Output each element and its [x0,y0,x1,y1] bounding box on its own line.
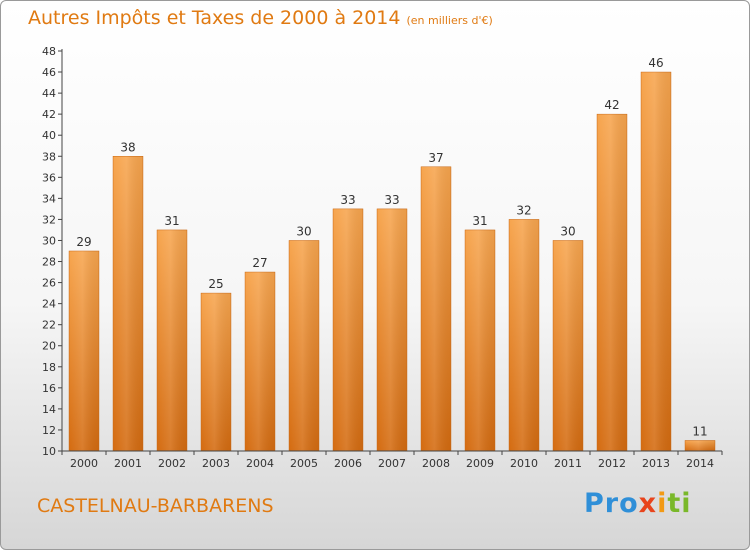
bar-value-label: 29 [76,235,91,249]
bar-value-label: 30 [560,224,575,238]
y-tick-label: 44 [42,87,56,100]
bar-shine [641,72,671,451]
x-tick-label: 2000 [70,457,98,470]
bar-shine [685,440,715,451]
bar-shine [509,219,539,451]
x-tick-label: 2011 [554,457,582,470]
y-tick-label: 14 [42,403,56,416]
bar-value-label: 25 [208,277,223,291]
y-tick-label: 12 [42,424,56,437]
y-tick-label: 26 [42,277,56,290]
y-tick-label: 40 [42,129,56,142]
x-tick-label: 2003 [202,457,230,470]
bar-shine [201,293,231,451]
bar-value-label: 31 [472,214,487,228]
y-tick-label: 32 [42,213,56,226]
bar-shine [465,229,495,451]
bar-value-label: 46 [648,56,663,70]
bar-shine [377,208,407,451]
bar-shine [553,240,583,451]
y-tick-label: 20 [42,340,56,353]
chart-title: Autres Impôts et Taxes de 2000 à 2014 (en… [28,7,493,29]
bar-value-label: 37 [428,151,443,165]
y-tick-label: 30 [42,234,56,247]
y-axis: 10 12 14 16 18 20 22 24 26 28 30 32 34 36 38 40 42 44 46 48 [42,45,63,458]
bar-value-label: 33 [340,193,355,207]
y-tick-label: 10 [42,445,56,458]
y-tick-label: 16 [42,382,56,395]
bar-shine [333,208,363,451]
x-tick-label: 2010 [510,457,538,470]
proxiti-logo: Proxiti [584,488,692,519]
x-tick-label: 2008 [422,457,450,470]
x-tick-label: 2009 [466,457,494,470]
bar-shine [157,229,187,451]
bar-shine [245,272,275,451]
x-tick-label: 2005 [290,457,318,470]
x-tick-label: 2013 [642,457,670,470]
x-tick-label: 2002 [158,457,186,470]
y-tick-label: 48 [42,45,56,58]
bar-value-label: 31 [164,214,179,228]
x-tick-label: 2006 [334,457,362,470]
y-tick-label: 36 [42,171,56,184]
y-tick-label: 42 [42,108,56,121]
y-tick-label: 34 [42,192,56,205]
bar-value-label: 33 [384,193,399,207]
x-tick-label: 2012 [598,457,626,470]
bar-shine [69,251,99,451]
bar-shine [289,240,319,451]
x-tick-label: 2001 [114,457,142,470]
y-tick-label: 22 [42,319,56,332]
chart-subtitle: (en milliers d'€) [406,14,493,27]
chart-title-main: Autres Impôts et Taxes de 2000 à 2014 [28,7,401,29]
y-tick-label: 24 [42,298,56,311]
place-name: CASTELNAU-BARBARENS [37,495,274,517]
bar-value-label: 38 [120,140,135,154]
bar-shine [113,156,143,451]
x-axis: 2000 2001 2002 2003 2004 2005 2006 2007 2008 2009… [61,450,723,470]
x-tick-label: 2014 [686,457,714,470]
bar-value-label: 32 [516,203,531,217]
bar-value-label: 42 [604,98,619,112]
bar-value-label: 27 [252,256,267,270]
x-tick-label: 2007 [378,457,406,470]
bar-shine [421,166,451,451]
bar-shine [597,114,627,451]
bars: 29 38 31 25 27 30 33 33 37 31 32 30 42 46 11 [68,56,716,452]
x-tick-label: 2004 [246,457,274,470]
bar-value-label: 30 [296,224,311,238]
y-tick-label: 46 [42,66,56,79]
y-tick-label: 28 [42,256,56,269]
y-tick-label: 18 [42,361,56,374]
bar-value-label: 11 [692,424,707,438]
y-tick-label: 38 [42,150,56,163]
